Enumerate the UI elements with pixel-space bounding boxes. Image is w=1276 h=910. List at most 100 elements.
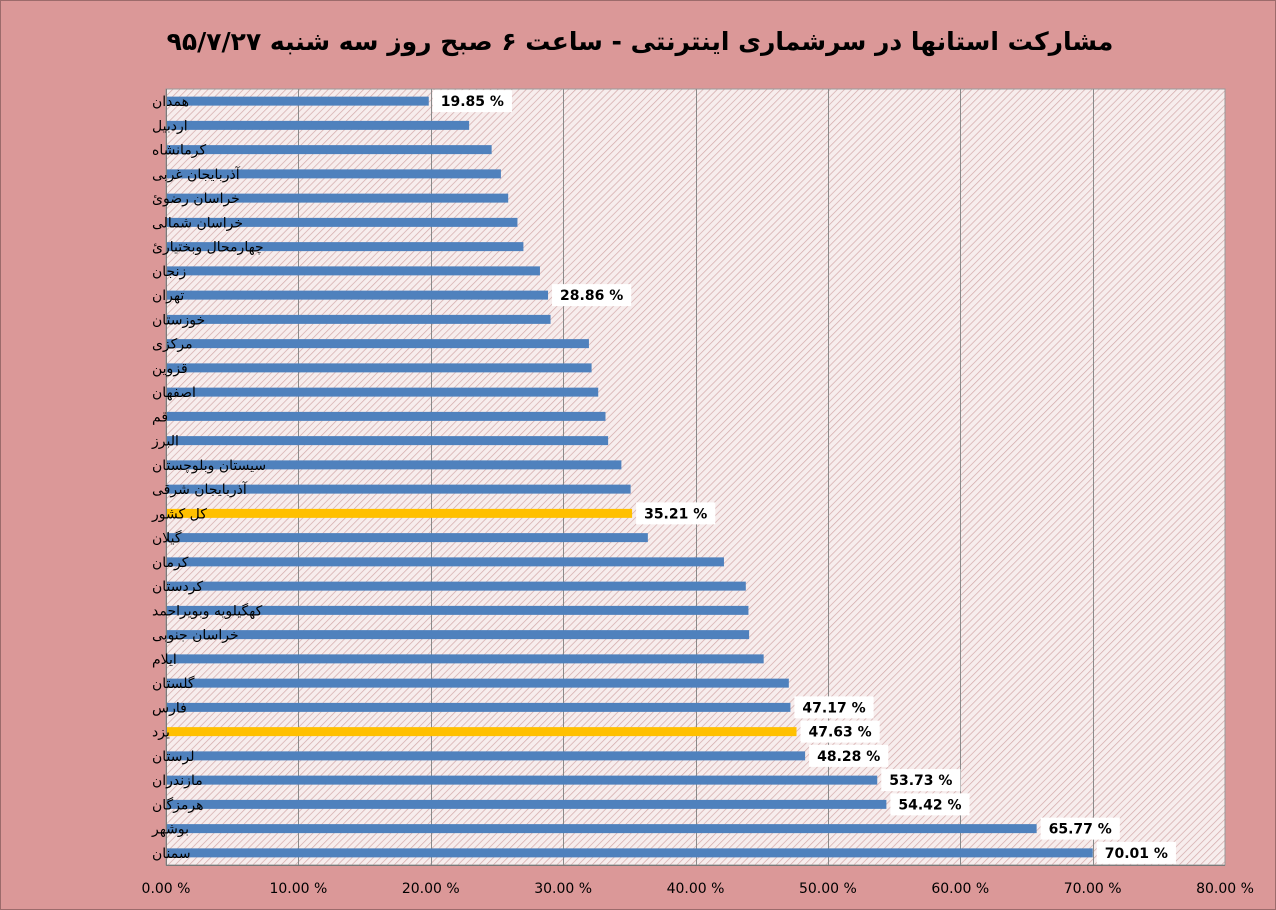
category-label: ایلام: [152, 652, 177, 668]
bar: [167, 751, 806, 761]
data-labels: 19.85 % 28.86 % 35.21 % 47.17 % 47.63 % 48.28…: [432, 90, 1176, 864]
bar: [167, 120, 470, 130]
category-label: کرمان: [152, 555, 189, 571]
bar: [167, 678, 789, 688]
bar: [167, 242, 524, 252]
x-tick-label: 70.00 %: [1064, 881, 1122, 897]
x-tick-label: 40.00 %: [667, 881, 725, 897]
data-label: 28.86 %: [552, 284, 632, 307]
category-label: خراسان رضوئ: [152, 191, 240, 207]
bar: [167, 508, 633, 518]
category-label: لرستان: [152, 749, 195, 765]
bar: [167, 484, 631, 494]
data-label: 19.85 %: [432, 90, 512, 113]
category-label: چهارمحال وبختیارئ: [152, 240, 264, 256]
category-label: کل کشور: [151, 506, 207, 522]
bar: [167, 581, 746, 591]
bar: [167, 436, 609, 446]
bar: [167, 630, 750, 640]
chart-title: مشارکت استانها در سرشماری اینترنتی - ساع…: [167, 27, 1114, 57]
data-label-box: [1040, 817, 1120, 840]
bar: [167, 290, 549, 300]
data-label: 54.42 %: [890, 793, 970, 816]
category-label: کرمانشاه: [152, 143, 206, 159]
bar: [167, 217, 518, 227]
data-label-box: [800, 720, 880, 743]
data-label-text: 19.85 %: [441, 94, 504, 110]
bar: [167, 411, 606, 421]
data-label-text: 47.63 %: [809, 725, 872, 741]
data-label: 65.77 %: [1040, 817, 1120, 840]
category-label: قم: [152, 409, 168, 425]
data-label-box: [890, 793, 970, 816]
data-label-text: 35.21 %: [644, 506, 707, 522]
data-label: 47.17 %: [794, 696, 874, 719]
category-label: همدان: [152, 94, 189, 110]
category-label: سیستان وبلوچستان: [152, 458, 266, 474]
bar: [167, 702, 791, 712]
data-label-text: 65.77 %: [1049, 822, 1112, 838]
category-label: فارس: [152, 700, 187, 716]
data-label: 53.73 %: [881, 769, 961, 792]
data-label-text: 53.73 %: [889, 773, 952, 789]
bar: [167, 363, 592, 373]
data-label-box: [794, 696, 874, 719]
x-tick-label: 20.00 %: [402, 881, 460, 897]
category-label: گیلان: [152, 530, 182, 547]
bar: [167, 605, 749, 615]
category-label: تهران: [152, 288, 184, 304]
bar: [167, 266, 540, 276]
axes: [166, 89, 1225, 866]
category-label: گلستان: [152, 675, 195, 692]
category-label: خوزستان: [152, 312, 205, 328]
category-label: اردبیل: [152, 118, 188, 134]
bar: [167, 339, 589, 349]
category-label: کردستان: [152, 579, 203, 595]
data-label: 48.28 %: [809, 744, 889, 767]
data-label-text: 28.86 %: [560, 288, 623, 304]
x-tick-label: 30.00 %: [534, 881, 592, 897]
data-label: 47.63 %: [800, 720, 880, 743]
bar: [167, 96, 429, 106]
category-label: مازندران: [152, 773, 203, 789]
category-label: خراسان شمالی: [152, 215, 243, 231]
data-label-box: [809, 744, 889, 767]
data-label-box: [881, 769, 961, 792]
category-label: سمنان: [152, 846, 191, 862]
category-label: یزد: [152, 725, 170, 741]
x-tick-label: 60.00 %: [931, 881, 989, 897]
bar: [167, 460, 622, 470]
bar: [167, 193, 509, 203]
data-label-text: 54.42 %: [898, 797, 961, 813]
data-label: 35.21 %: [636, 502, 716, 525]
data-label-text: 48.28 %: [817, 749, 880, 765]
bar: [167, 169, 501, 179]
bar: [167, 557, 724, 567]
x-tick-label: 0.00 %: [142, 881, 191, 897]
x-tick-label: 10.00 %: [269, 881, 327, 897]
data-label-box: [432, 90, 512, 113]
x-tick-label: 50.00 %: [799, 881, 857, 897]
bar: [167, 387, 599, 397]
bar: [167, 824, 1037, 834]
data-label-text: 47.17 %: [802, 700, 865, 716]
data-label-box: [1096, 841, 1176, 864]
bar: [167, 775, 878, 785]
bar: [167, 727, 797, 737]
category-label: هرمزگان: [152, 796, 204, 813]
category-label: کهگیلویه وبویراحمد: [152, 602, 263, 619]
data-label: 70.01 %: [1096, 841, 1176, 864]
bar: [167, 533, 648, 543]
bars: [167, 96, 1093, 858]
category-label: اصفهان: [152, 385, 196, 401]
category-label: بوشهر: [151, 822, 189, 838]
bar: [167, 654, 764, 664]
x-tick-label: 80.00 %: [1196, 881, 1254, 897]
category-label: زنجان: [152, 264, 186, 280]
data-label-text: 70.01 %: [1105, 846, 1168, 862]
bar: [167, 314, 551, 324]
data-label-box: [636, 502, 716, 525]
x-tick-labels: 0.00 % 10.00 % 20.00 % 30.00 % 40.00 % 50.00 …: [142, 881, 1254, 897]
bar: [167, 799, 887, 809]
